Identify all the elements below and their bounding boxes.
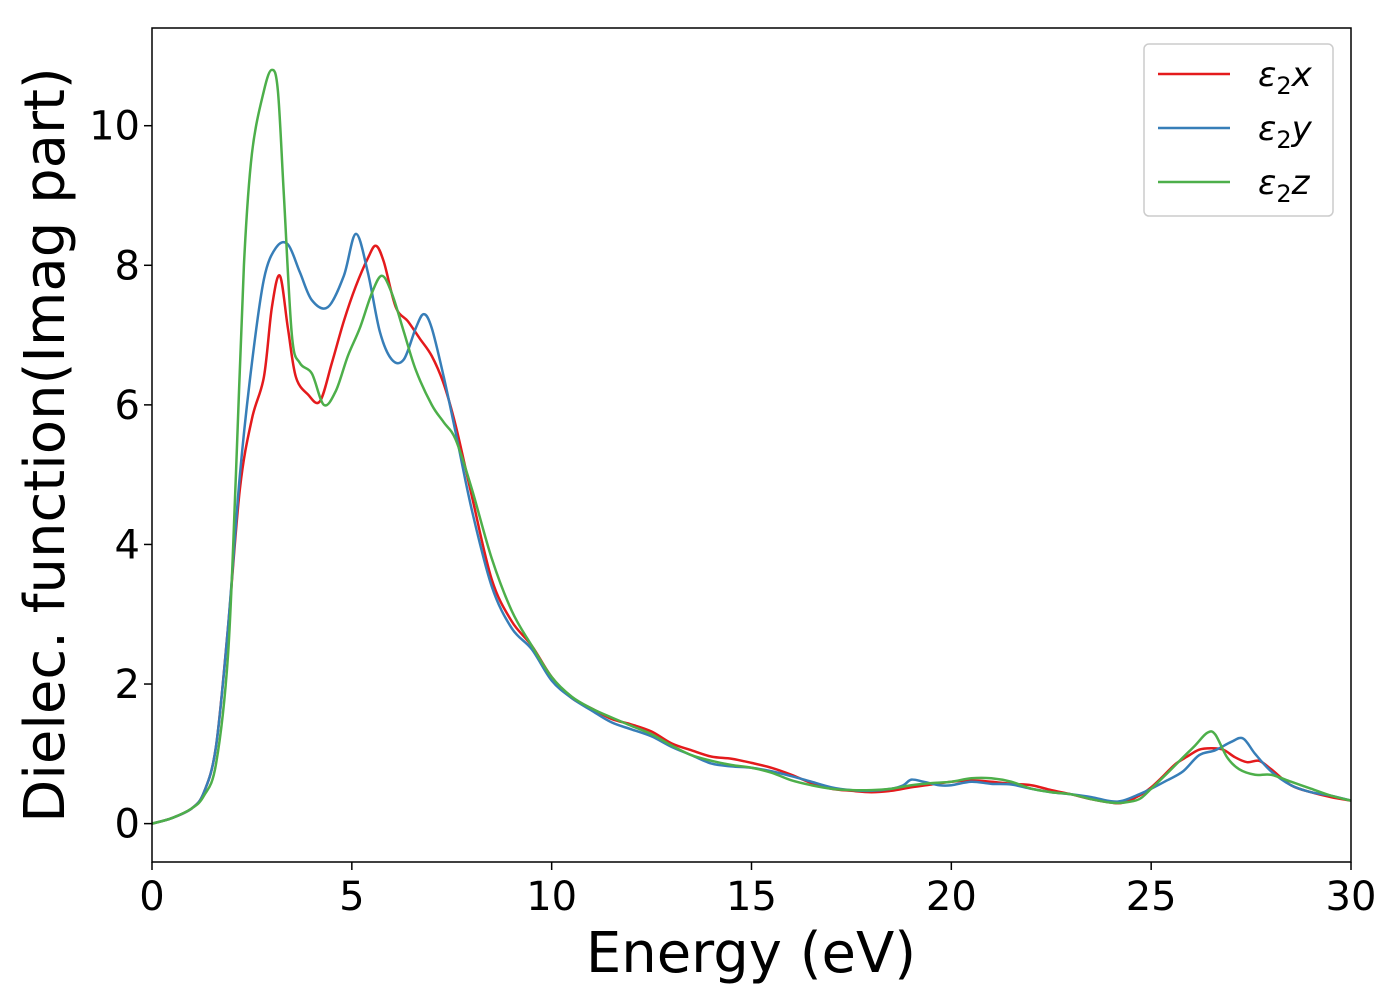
- legend-subscript: 2: [1276, 180, 1291, 208]
- legend-symbol: ε: [1258, 55, 1276, 95]
- legend-component: x: [1291, 55, 1313, 95]
- series-line-z: [151, 68, 1352, 825]
- legend-component: z: [1291, 163, 1311, 203]
- series-lines: [151, 68, 1352, 825]
- x-tick-label: 5: [339, 874, 364, 920]
- legend-symbol: ε: [1258, 163, 1276, 203]
- x-tick-label: 10: [526, 874, 577, 920]
- x-axis-ticks: 0 5 10 15 20 25 30: [139, 862, 1376, 920]
- legend-label-z: ε2z: [1258, 163, 1311, 208]
- y-axis-title: Dielec. function(Imag part): [13, 67, 78, 823]
- x-tick-label: 15: [726, 874, 777, 920]
- x-tick-label: 30: [1326, 874, 1377, 920]
- y-tick-label: 0: [115, 802, 140, 848]
- y-tick-label: 8: [115, 243, 140, 289]
- legend-box: [1143, 43, 1334, 217]
- y-tick-label: 2: [115, 662, 140, 708]
- y-tick-label: 10: [89, 104, 140, 150]
- y-tick-label: 6: [115, 383, 140, 429]
- x-tick-label: 25: [1126, 874, 1177, 920]
- y-tick-label: 4: [115, 522, 140, 568]
- legend-component: y: [1291, 109, 1313, 149]
- legend-subscript: 2: [1276, 126, 1291, 154]
- x-axis-title: Energy (eV): [586, 921, 916, 986]
- y-axis-ticks: 0 2 4 6 8 10: [89, 104, 152, 848]
- legend-symbol: ε: [1258, 109, 1276, 149]
- legend-label-y: ε2y: [1258, 109, 1313, 154]
- legend-subscript: 2: [1276, 72, 1291, 100]
- x-tick-label: 0: [139, 874, 164, 920]
- legend-label-x: ε2x: [1258, 55, 1313, 100]
- x-tick-label: 20: [926, 874, 977, 920]
